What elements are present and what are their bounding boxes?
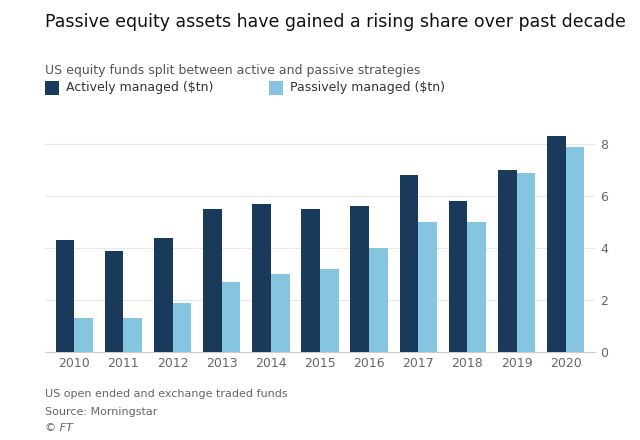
Bar: [516, 172, 535, 352]
Bar: [74, 318, 93, 352]
Bar: [252, 204, 271, 352]
Bar: [449, 201, 467, 352]
Bar: [173, 303, 191, 352]
Bar: [271, 274, 289, 352]
Bar: [419, 222, 437, 352]
Bar: [203, 209, 221, 352]
Bar: [154, 238, 173, 352]
Text: Actively managed ($tn): Actively managed ($tn): [66, 81, 213, 95]
Bar: [105, 251, 124, 352]
Text: © FT: © FT: [45, 423, 72, 433]
Bar: [301, 209, 320, 352]
Bar: [124, 318, 142, 352]
Bar: [221, 282, 241, 352]
Bar: [56, 240, 74, 352]
Bar: [320, 269, 339, 352]
Bar: [547, 136, 566, 352]
Text: US equity funds split between active and passive strategies: US equity funds split between active and…: [45, 64, 420, 77]
Text: US open ended and exchange traded funds: US open ended and exchange traded funds: [45, 389, 287, 400]
Bar: [351, 206, 369, 352]
Text: Passive equity assets have gained a rising share over past decade: Passive equity assets have gained a risi…: [45, 13, 626, 31]
Bar: [369, 248, 388, 352]
Bar: [399, 175, 419, 352]
Text: Source: Morningstar: Source: Morningstar: [45, 407, 157, 417]
Bar: [498, 170, 516, 352]
Bar: [467, 222, 486, 352]
Text: Passively managed ($tn): Passively managed ($tn): [290, 81, 445, 95]
Bar: [566, 147, 584, 352]
